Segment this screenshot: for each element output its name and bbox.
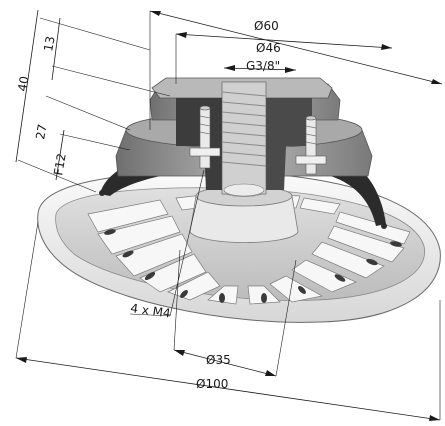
dim-height-13: 13 bbox=[41, 35, 57, 52]
cup-rib-slots bbox=[104, 229, 402, 303]
dim-thread: G3/8" bbox=[246, 59, 280, 73]
dim-diameter-60: Ø60 bbox=[254, 19, 279, 33]
thread-lines bbox=[221, 91, 267, 167]
cup-center-boss bbox=[189, 195, 299, 243]
threaded-bore bbox=[221, 81, 267, 195]
dim-diameter-100: Ø100 bbox=[196, 377, 228, 391]
dim-f12: F12 bbox=[51, 152, 69, 176]
dimension-lines bbox=[15, 9, 443, 421]
dim-diameter-35: Ø35 bbox=[206, 353, 231, 367]
dim-diameter-46: Ø46 bbox=[256, 41, 281, 55]
dim-height-27: 27 bbox=[33, 123, 49, 140]
dim-bolts-4xm4: 4 x M4 bbox=[130, 301, 172, 320]
mounting-bolts bbox=[189, 105, 327, 175]
cup-radial-ribs bbox=[87, 193, 411, 305]
dim-height-40: 40 bbox=[15, 75, 31, 92]
suction-cup-illustration bbox=[37, 77, 441, 323]
